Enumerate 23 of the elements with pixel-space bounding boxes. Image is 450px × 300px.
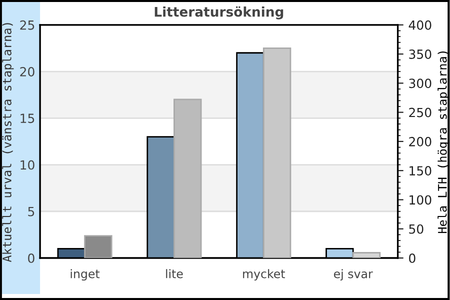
y-tick-label: 15 bbox=[20, 114, 34, 124]
y-tick-label: 25 bbox=[20, 20, 34, 30]
y2-tick-label: 400 bbox=[408, 20, 432, 30]
y-tick-label: 20 bbox=[20, 66, 34, 76]
y2-axis-title: Hela LTH (högra staplarna) bbox=[438, 52, 450, 234]
y2-tick-label: 0 bbox=[409, 253, 416, 263]
x-tick-label: lite bbox=[166, 269, 183, 278]
y2-tick-label: 350 bbox=[409, 50, 432, 59]
y2-tick-label: 300 bbox=[409, 78, 432, 88]
y2-tick-label: 50 bbox=[409, 224, 424, 234]
y-axis-title: Aktuellt urval (vänstra staplarna) bbox=[2, 23, 14, 262]
y-tick-label: 0 bbox=[28, 253, 34, 263]
x-tick-label: mycket bbox=[243, 269, 285, 281]
y2-tick-label: 250 bbox=[409, 108, 432, 118]
y2-tick-label: 200 bbox=[409, 136, 432, 146]
x-tick-label: inget bbox=[70, 269, 100, 281]
y2-tick-label: 100 bbox=[410, 195, 432, 205]
y-tick-label: 5 bbox=[28, 207, 34, 216]
chart-title: Litteratursökning bbox=[154, 6, 284, 20]
y2-tick-label: 150 bbox=[410, 166, 432, 176]
y-tick-label: 10 bbox=[20, 160, 34, 170]
x-tick-label: ej svar bbox=[334, 269, 373, 281]
bar bbox=[84, 235, 112, 258]
